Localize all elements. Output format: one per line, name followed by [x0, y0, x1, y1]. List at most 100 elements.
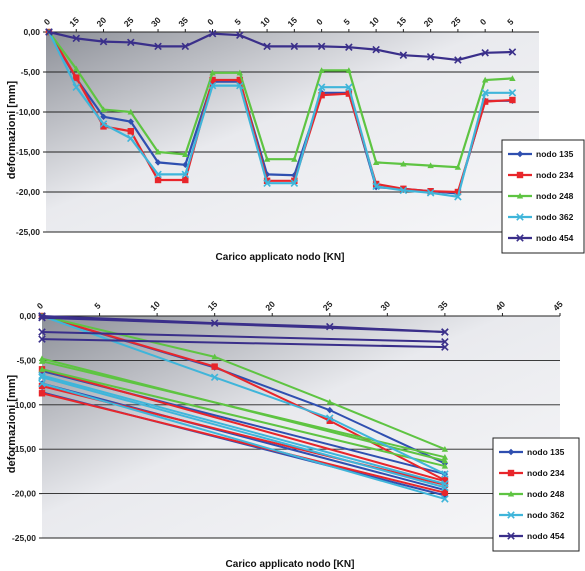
series-line	[41, 315, 446, 451]
series-nodo-454	[38, 312, 449, 351]
series-line	[41, 376, 446, 489]
x-tick-label: 5	[232, 16, 243, 27]
data-point	[345, 90, 353, 97]
data-point	[441, 453, 449, 460]
data-point	[181, 170, 190, 179]
data-point	[399, 51, 408, 59]
data-point	[400, 160, 407, 167]
data-point	[38, 314, 46, 322]
data-point	[38, 390, 46, 397]
data-point	[208, 29, 217, 38]
x-tick-label: 20	[422, 15, 436, 29]
series-nodo-362	[45, 28, 517, 201]
data-point	[441, 483, 449, 492]
legend-marker	[516, 171, 524, 179]
y-tick-label: -25,00	[12, 533, 36, 543]
chart-top-svg: 0,00 -5,00 -10,00 -15,00 -20,00 -25,00 0 15 20 25…	[6, 15, 585, 263]
data-point	[509, 75, 516, 81]
data-point	[454, 164, 462, 170]
data-point	[38, 379, 46, 388]
data-point	[441, 343, 449, 351]
x-tick-label: 0	[478, 16, 489, 27]
data-point	[38, 355, 46, 362]
data-point	[38, 373, 46, 382]
series-line	[41, 382, 446, 500]
data-point	[211, 363, 218, 370]
data-point	[372, 45, 380, 54]
data-point	[127, 134, 135, 143]
data-point	[441, 462, 449, 469]
x-tick-label: 10	[367, 15, 381, 29]
data-point	[454, 188, 462, 196]
series-line	[41, 330, 445, 343]
data-point	[441, 489, 449, 496]
data-point	[290, 179, 299, 187]
series-line	[41, 374, 446, 485]
legend-label: nodo 454	[536, 233, 574, 243]
series-line	[41, 382, 446, 492]
x-tick-label: 40	[493, 299, 507, 313]
data-point	[154, 42, 162, 51]
plot-area	[42, 316, 560, 538]
legend-marker	[507, 511, 515, 519]
x-tick-label: 0	[205, 16, 216, 27]
x-axis-title: Carico applicato nodo [KN]	[216, 252, 345, 263]
data-point	[441, 457, 449, 464]
data-point	[182, 151, 189, 157]
data-point	[441, 328, 449, 336]
series-nodo-362	[38, 312, 449, 503]
legend-label: nodo 454	[527, 531, 565, 541]
x-tick-label: 35	[436, 299, 450, 313]
legend-label: nodo 234	[527, 468, 565, 478]
legend-marker	[516, 234, 524, 242]
data-point	[427, 188, 434, 195]
y-tick-label: -15,00	[12, 444, 36, 454]
series-line	[41, 357, 446, 462]
data-point	[441, 495, 449, 503]
data-point	[441, 470, 449, 478]
data-point	[427, 162, 434, 169]
data-point	[441, 477, 449, 485]
x-tick-label: 25	[449, 15, 463, 29]
data-point	[400, 185, 407, 192]
x-tick-label: 5	[505, 16, 516, 27]
x-tick-label: 45	[551, 299, 565, 313]
x-tick-label: 15	[394, 15, 408, 29]
data-point	[454, 193, 462, 201]
data-point	[127, 128, 134, 135]
data-point	[326, 398, 333, 405]
series-line	[41, 368, 446, 483]
y-tick-label: -25,00	[16, 227, 40, 237]
series-line	[41, 316, 445, 333]
x-axis-title: Carico applicato nodo [KN]	[226, 559, 355, 570]
data-point	[38, 335, 46, 343]
data-point	[99, 120, 108, 128]
data-point	[509, 96, 516, 104]
y-tick-label: -5,00	[17, 355, 37, 365]
y-tick-label: 0,00	[23, 27, 40, 37]
data-point	[181, 42, 190, 51]
data-point	[38, 382, 46, 390]
data-point	[326, 417, 333, 424]
x-tick-label: 15	[206, 299, 220, 313]
x-tick-label: 0	[314, 16, 325, 27]
legend-marker	[516, 213, 524, 221]
data-point	[372, 159, 380, 165]
data-point	[481, 76, 489, 83]
data-point	[291, 156, 298, 162]
legend-label: nodo 248	[536, 191, 574, 201]
data-point	[441, 446, 449, 452]
x-tick-label: 0	[35, 300, 46, 311]
chart-bottom-svg: 0,00 -5,00 -10,00 -15,00 -20,00 -25,00 0 5 10 15 2…	[6, 299, 580, 570]
data-point	[99, 37, 108, 46]
data-point	[73, 65, 80, 72]
y-tick-label: 0,00	[19, 311, 36, 321]
series-line	[48, 30, 513, 62]
legend-marker	[516, 192, 524, 199]
y-axis-title: deformazioni [mm]	[6, 80, 18, 179]
data-point	[127, 38, 135, 47]
x-tick-label: 30	[378, 299, 392, 313]
x-tick-label: 25	[122, 15, 136, 29]
data-point	[210, 373, 219, 382]
data-point	[154, 148, 162, 155]
